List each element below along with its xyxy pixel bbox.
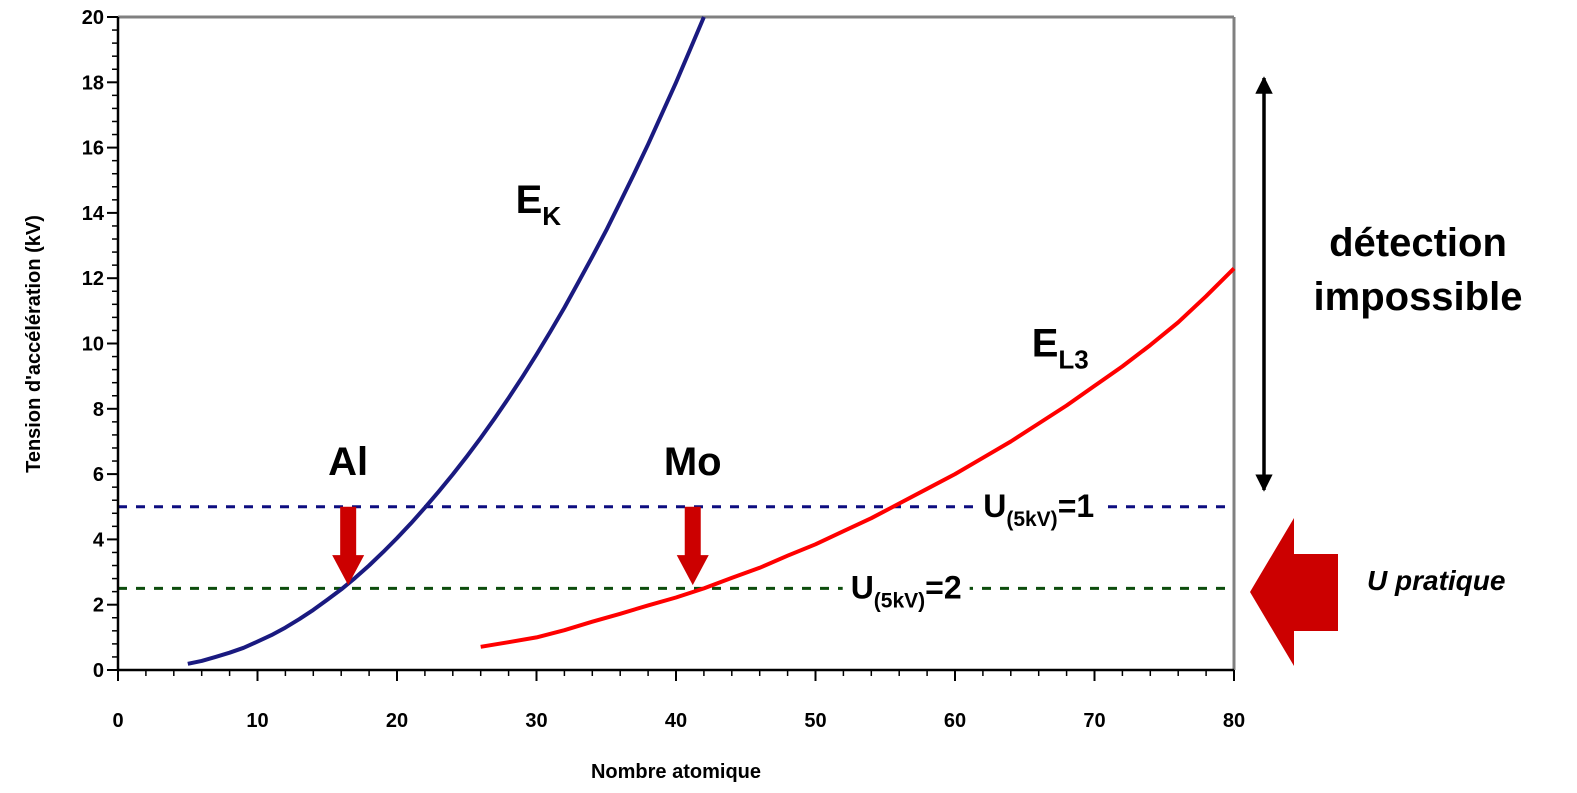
curve-label-sub: L3: [1058, 345, 1088, 375]
element-label: Al: [328, 440, 368, 484]
curve-label: EL3: [1032, 322, 1089, 375]
threshold-label-sub: (5kV): [874, 589, 925, 612]
detection-text-line2: impossible: [1314, 275, 1523, 319]
curve-label-sub: K: [542, 201, 561, 231]
y-tick-label: 20: [82, 7, 104, 29]
pratique-text: U pratique: [1367, 565, 1505, 596]
threshold-label-background: [975, 485, 1103, 533]
series-line: [480, 266, 1236, 649]
y-tick-label: 12: [82, 268, 104, 290]
threshold-labels: U(5kV)=1U(5kV)=2: [842, 485, 1103, 615]
element-markers: Al Mo: [328, 440, 722, 586]
pratique-arrow-icon: [1250, 518, 1338, 666]
x-tick-label: 10: [246, 710, 268, 732]
detection-text-line1: détection: [1329, 221, 1507, 265]
threshold-lines: [118, 505, 1234, 590]
x-axis-title: Nombre atomique: [591, 761, 761, 783]
y-tick-label: 18: [82, 72, 104, 94]
y-axis-title: Tension d'accélération (kV): [23, 215, 45, 473]
threshold-label-background: [842, 567, 970, 615]
y-tick-label: 2: [93, 595, 104, 617]
y-tick-label: 16: [82, 138, 104, 160]
x-tick-label: 40: [665, 710, 687, 732]
x-tick-label: 60: [944, 710, 966, 732]
y-tick-label: 4: [93, 529, 105, 551]
threshold-label-prefix: U: [983, 488, 1006, 524]
element-label: Mo: [664, 440, 722, 484]
data-series: [187, 16, 1236, 666]
x-tick-label: 0: [112, 710, 123, 732]
x-tick-label: 50: [804, 710, 826, 732]
y-tick-label: 6: [93, 464, 104, 486]
threshold-label-suffix: =1: [1058, 488, 1094, 524]
threshold-label: U(5kV)=2: [851, 569, 962, 612]
threshold-label-prefix: U: [851, 569, 874, 605]
threshold-label-suffix: =2: [925, 569, 961, 605]
tick-labels: 0 10 20 30 40 50 60 70 80 0 2 4 6 8 10 12 14 16 18 20: [82, 7, 1245, 732]
axis-ticks: [107, 16, 1235, 681]
x-tick-label: 30: [525, 710, 547, 732]
x-tick-label: 70: [1083, 710, 1105, 732]
curve-label-main: E: [1032, 322, 1059, 366]
y-tick-label: 10: [82, 334, 104, 356]
x-tick-label: 80: [1223, 710, 1245, 732]
y-tick-label: 8: [93, 399, 104, 421]
y-tick-label: 14: [82, 203, 105, 225]
curve-label: EK: [516, 178, 562, 231]
element-arrow-icon: [332, 506, 365, 586]
y-tick-label: 0: [93, 660, 104, 682]
x-tick-label: 20: [386, 710, 408, 732]
series-line: [187, 16, 706, 666]
element-arrow-icon: [676, 506, 709, 586]
threshold-label-sub: (5kV): [1006, 508, 1057, 531]
threshold-label: U(5kV)=1: [983, 488, 1094, 531]
curve-label-main: E: [516, 178, 543, 222]
